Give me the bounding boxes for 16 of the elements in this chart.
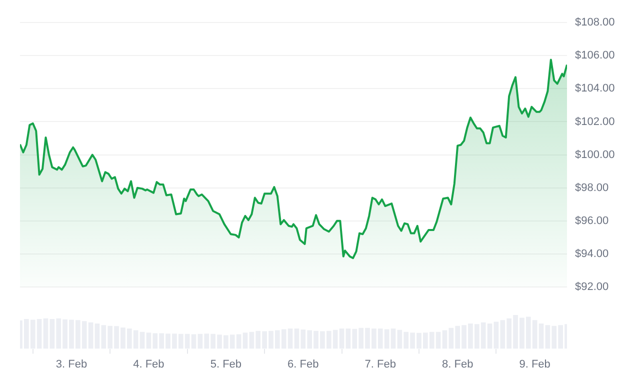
x-tick-label: 9. Feb	[519, 358, 550, 370]
x-tick-label: 6. Feb	[288, 358, 319, 370]
x-tick-label: 8. Feb	[442, 358, 474, 370]
y-tick-label: $92.00	[575, 281, 609, 294]
x-tick-label: 5. Feb	[210, 358, 242, 370]
y-tick-label: $104.00	[575, 82, 615, 95]
x-tick-label: 4. Feb	[133, 358, 164, 370]
x-tick-label: 3. Feb	[56, 358, 88, 370]
y-tick-label: $102.00	[575, 116, 615, 128]
y-tick-label: $96.00	[575, 214, 609, 227]
y-tick-label: $108.00	[575, 16, 615, 29]
y-tick-label: $106.00	[575, 50, 615, 62]
y-tick-label: $100.00	[575, 148, 615, 161]
y-tick-label: $94.00	[575, 248, 609, 260]
y-tick-label: $98.00	[575, 182, 609, 194]
x-tick-label: 7. Feb	[364, 358, 396, 370]
